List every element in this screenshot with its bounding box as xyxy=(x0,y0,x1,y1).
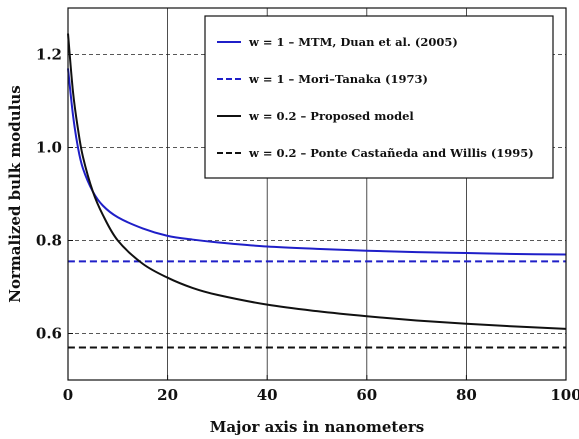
x-tick-label: 60 xyxy=(356,386,377,404)
legend-label-3: w = 0.2 – Proposed model xyxy=(248,109,414,123)
legend-label-1: w = 1 – MTM, Duan et al. (2005) xyxy=(248,35,458,49)
y-axis-ticks: 0.6 0.8 1.0 1.2 xyxy=(36,46,73,343)
legend-label-4: w = 0.2 – Ponte Castañeda and Willis (19… xyxy=(248,146,534,160)
x-tick-label: 20 xyxy=(157,386,178,404)
plot-frame xyxy=(67,7,567,381)
legend-box xyxy=(204,15,554,179)
y-tick-label: 1.2 xyxy=(36,46,62,64)
x-tick-label: 80 xyxy=(456,386,477,404)
y-tick-label: 0.8 xyxy=(36,232,62,250)
legend: w = 1 – MTM, Duan et al. (2005) w = 1 – M… xyxy=(204,15,554,179)
series-line-3 xyxy=(67,33,567,330)
x-tick-label: 100 xyxy=(550,386,579,404)
series-lines xyxy=(67,33,567,349)
legend-label-2: w = 1 – Mori–Tanaka (1973) xyxy=(248,72,428,86)
x-tick-label: 40 xyxy=(257,386,278,404)
y-tick-label: 1.0 xyxy=(36,139,62,157)
x-tick-label: 0 xyxy=(63,386,73,404)
series-line-1 xyxy=(67,68,567,256)
y-axis-title: Normalized bulk modulus xyxy=(6,85,24,302)
y-tick-label: 0.6 xyxy=(36,325,62,343)
x-axis-ticks: 0 20 40 60 80 100 xyxy=(63,375,579,404)
x-axis-title: Major axis in nanometers xyxy=(210,418,425,436)
